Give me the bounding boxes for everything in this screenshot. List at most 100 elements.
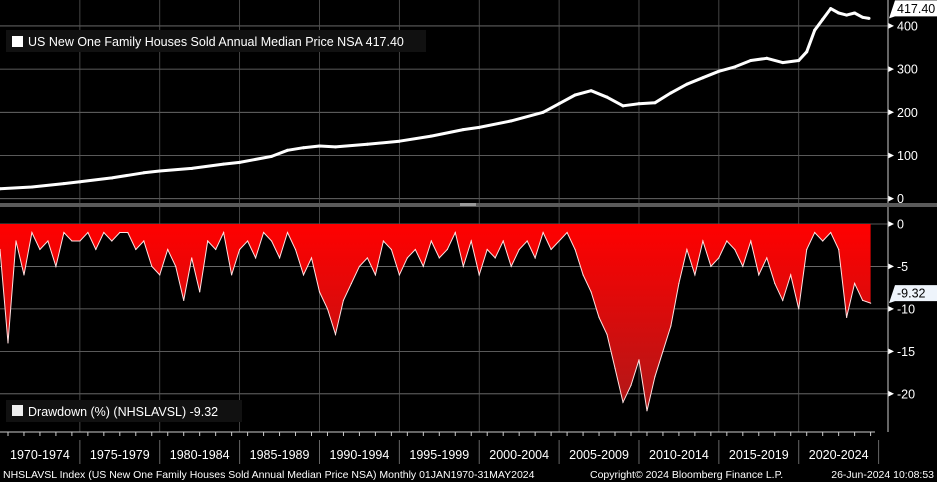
drawdown-point bbox=[262, 231, 265, 234]
last-value-label: 417.40 bbox=[897, 2, 935, 16]
drawdown-point bbox=[790, 274, 792, 276]
price-point bbox=[845, 13, 849, 17]
drawdown-point bbox=[598, 316, 600, 318]
price-point bbox=[821, 17, 825, 21]
price-point bbox=[317, 144, 321, 148]
drawdown-point bbox=[159, 274, 161, 276]
x-period-label: 1970-1974 bbox=[10, 448, 70, 462]
drawdown-point bbox=[414, 248, 416, 251]
drawdown-point bbox=[822, 240, 824, 242]
y-tick-label: 200 bbox=[897, 106, 918, 120]
drawdown-point bbox=[774, 282, 776, 285]
drawdown-point bbox=[135, 248, 137, 251]
tick-arrow bbox=[888, 263, 894, 270]
x-period-label: 2020-2024 bbox=[809, 448, 869, 462]
drawdown-point bbox=[7, 342, 9, 344]
x-axis: 1970-1974 1975-1979 1980-1984 1985-1989 1990… bbox=[0, 431, 880, 464]
price-point bbox=[685, 82, 689, 86]
drawdown-point bbox=[862, 299, 864, 301]
price-point bbox=[286, 148, 290, 152]
drawdown-point bbox=[670, 325, 672, 327]
drawdown-point bbox=[542, 231, 544, 234]
drawdown-point bbox=[614, 367, 616, 369]
price-panel: 0 100 200 300 400 417.40 bbox=[0, 0, 937, 206]
drawdown-point bbox=[310, 257, 313, 259]
drawdown-point bbox=[846, 316, 848, 318]
price-point bbox=[717, 69, 721, 73]
drawdown-point bbox=[534, 257, 536, 259]
footer-copyright: Copyright© 2024 Bloomberg Finance L.P. bbox=[590, 469, 783, 481]
x-period-label: 2005-2009 bbox=[569, 448, 629, 462]
y-tick-label: -10 bbox=[897, 302, 915, 316]
x-period-label: 1995-1999 bbox=[409, 448, 469, 462]
drawdown-point bbox=[223, 231, 225, 234]
drawdown-point bbox=[374, 274, 376, 276]
tick-arrow bbox=[888, 152, 894, 159]
drawdown-point bbox=[742, 265, 744, 268]
price-legend-label: US New One Family Houses Sold Annual Med… bbox=[28, 35, 404, 49]
drawdown-point bbox=[750, 240, 752, 242]
drawdown-point bbox=[87, 231, 89, 234]
price-point bbox=[78, 180, 82, 184]
price-point bbox=[621, 104, 625, 108]
price-point bbox=[829, 7, 833, 11]
drawdown-point bbox=[654, 376, 656, 378]
tick-arrow bbox=[888, 390, 894, 397]
drawdown-point bbox=[814, 231, 816, 234]
drawdown-point bbox=[694, 274, 696, 276]
y-tick-label: 400 bbox=[897, 19, 918, 33]
drawdown-point bbox=[430, 240, 432, 242]
drawdown-point bbox=[103, 231, 105, 234]
drawdown-point bbox=[326, 308, 329, 310]
drawdown-point bbox=[630, 384, 632, 386]
drawdown-point bbox=[478, 274, 480, 276]
drawdown-point bbox=[127, 231, 129, 234]
last-value-label: -9.32 bbox=[897, 287, 926, 301]
drawdown-point bbox=[111, 240, 113, 242]
drawdown-point bbox=[398, 274, 400, 276]
drawdown-point bbox=[550, 248, 552, 251]
drawdown-point bbox=[23, 274, 25, 276]
drawdown-point bbox=[558, 240, 560, 242]
drawdown-point bbox=[526, 240, 528, 242]
drawdown-point bbox=[334, 333, 337, 335]
price-point bbox=[589, 89, 593, 93]
price-point bbox=[509, 119, 513, 123]
drawdown-point bbox=[718, 257, 720, 259]
drawdown-point bbox=[254, 257, 257, 259]
legend-swatch bbox=[12, 36, 23, 47]
price-point bbox=[861, 15, 865, 19]
drawdown-point bbox=[318, 291, 321, 293]
drawdown-point bbox=[566, 231, 568, 234]
drawdown-point bbox=[71, 240, 73, 242]
price-point bbox=[867, 16, 871, 20]
price-point bbox=[477, 125, 481, 129]
x-period-label: 2010-2014 bbox=[649, 448, 709, 462]
drawdown-point bbox=[590, 291, 592, 293]
price-point bbox=[158, 169, 162, 173]
price-point bbox=[110, 176, 114, 180]
price-point bbox=[805, 50, 809, 54]
drawdown-point bbox=[191, 257, 193, 259]
drawdown-point bbox=[830, 231, 832, 234]
drawdown-point bbox=[406, 257, 408, 259]
price-point bbox=[397, 139, 401, 143]
divider-handle[interactable] bbox=[460, 203, 476, 206]
y-tick-label: 0 bbox=[897, 217, 904, 231]
last-value-badge bbox=[889, 285, 937, 304]
drawdown-point bbox=[199, 291, 201, 293]
price-point bbox=[781, 61, 785, 65]
price-point bbox=[461, 128, 465, 132]
y-tick-label: -5 bbox=[897, 260, 908, 274]
drawdown-point bbox=[510, 265, 512, 268]
tick-arrow bbox=[888, 220, 894, 227]
drawdown-point bbox=[39, 248, 41, 251]
x-period-label: 1990-1994 bbox=[330, 448, 390, 462]
price-point bbox=[813, 28, 817, 32]
drawdown-point bbox=[470, 240, 472, 242]
drawdown-point bbox=[702, 240, 704, 242]
drawdown-point bbox=[350, 282, 353, 285]
drawdown-point bbox=[574, 248, 576, 251]
drawdown-point bbox=[446, 248, 448, 251]
price-point bbox=[30, 185, 34, 189]
